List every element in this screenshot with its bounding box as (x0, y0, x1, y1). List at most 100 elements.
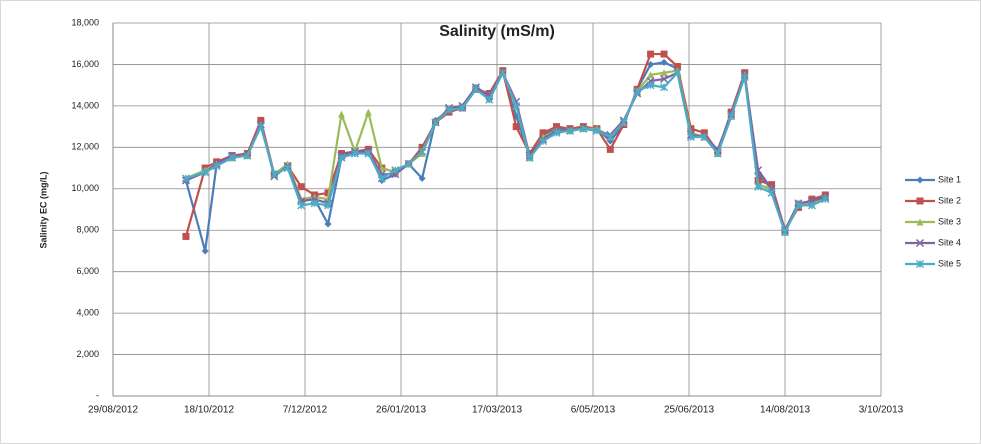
data-point (444, 106, 454, 115)
x-tick-label: 7/12/2012 (283, 405, 328, 416)
data-point (727, 112, 736, 121)
data-point (619, 118, 628, 127)
data-point (512, 101, 521, 110)
data-point (418, 174, 426, 182)
data-point (553, 123, 561, 131)
legend-label: Site 1 (938, 174, 961, 184)
data-point (471, 85, 480, 94)
legend-label: Site 2 (938, 195, 961, 205)
data-point (257, 116, 265, 124)
x-tick-label: 6/05/2013 (571, 405, 616, 416)
data-point (660, 69, 668, 77)
x-tick-label: 29/08/2012 (88, 405, 138, 416)
data-point (700, 129, 708, 137)
y-tick-label: - (96, 390, 99, 400)
x-tick-label: 25/06/2013 (664, 405, 714, 416)
data-point (754, 182, 763, 191)
y-axis-label: Salinity EC (mg/L) (38, 171, 48, 248)
data-point (181, 174, 190, 183)
data-point (606, 132, 615, 142)
legend-marker (916, 176, 924, 184)
legend-marker (916, 218, 924, 226)
data-point (807, 201, 816, 210)
data-point (660, 58, 668, 66)
x-tick-label: 17/03/2013 (472, 405, 522, 416)
data-point (633, 87, 642, 96)
data-point (606, 145, 614, 153)
y-tick-label: 12,000 (71, 142, 99, 152)
data-point (647, 71, 655, 79)
legend-marker (915, 259, 925, 269)
y-tick-label: 10,000 (71, 183, 99, 193)
data-point (256, 122, 265, 131)
data-point (350, 149, 359, 158)
data-point (243, 151, 252, 160)
data-point (713, 149, 722, 158)
x-tick-label: 3/10/2013 (859, 405, 904, 416)
x-tick-label: 14/08/2013 (760, 405, 810, 416)
data-point (270, 170, 279, 179)
y-tick-label: 8,000 (76, 225, 99, 235)
data-point (660, 83, 669, 92)
y-tick-label: 16,000 (71, 59, 99, 69)
y-tick-label: 2,000 (76, 349, 99, 359)
data-point (337, 110, 345, 118)
data-point (525, 153, 534, 162)
data-point (201, 168, 210, 177)
series-line (185, 71, 826, 234)
data-point (808, 195, 816, 203)
data-point (485, 95, 494, 104)
data-point (182, 232, 190, 240)
data-point (647, 60, 655, 68)
data-point (418, 147, 427, 156)
y-tick-label: 18,000 (71, 17, 99, 27)
data-point (673, 68, 682, 77)
data-point (404, 159, 413, 168)
data-point (310, 199, 319, 208)
data-point (297, 201, 306, 210)
data-point (228, 153, 237, 162)
data-point (767, 188, 776, 197)
x-tick-label: 26/01/2013 (376, 405, 426, 416)
data-point (324, 201, 333, 210)
data-point (324, 220, 332, 228)
data-point (458, 103, 467, 112)
data-point (539, 137, 548, 146)
data-point (660, 74, 669, 83)
data-point (364, 149, 373, 158)
data-point (201, 247, 209, 255)
data-point (377, 174, 386, 183)
data-point (337, 153, 346, 162)
data-point (673, 63, 681, 71)
data-point (418, 143, 426, 151)
data-point (579, 124, 588, 133)
y-tick-label: 4,000 (76, 307, 99, 317)
data-point (647, 50, 655, 58)
data-point (283, 164, 292, 173)
data-point (686, 132, 695, 142)
y-tick-label: 6,000 (76, 266, 99, 276)
data-point (794, 201, 803, 210)
data-point (364, 108, 372, 116)
data-point (700, 132, 709, 142)
data-point (431, 118, 440, 127)
data-point (297, 183, 305, 191)
data-point (364, 145, 372, 153)
data-point (660, 50, 668, 58)
data-point (768, 181, 776, 189)
x-tick-label: 18/10/2012 (184, 405, 234, 416)
data-point (391, 166, 400, 175)
legend-label: Site 3 (938, 216, 961, 226)
data-point (740, 72, 749, 81)
data-point (512, 123, 520, 131)
data-point (539, 129, 547, 137)
data-point (212, 161, 221, 171)
data-point (821, 195, 830, 204)
y-tick-label: 14,000 (71, 100, 99, 110)
data-point (646, 81, 655, 90)
data-point (565, 126, 574, 135)
data-point (337, 150, 345, 158)
data-point (780, 228, 790, 237)
